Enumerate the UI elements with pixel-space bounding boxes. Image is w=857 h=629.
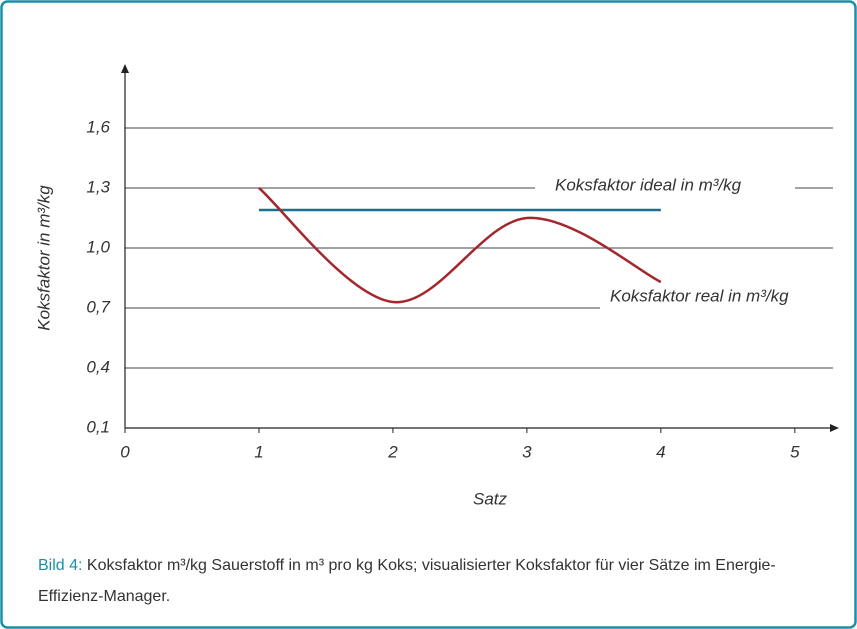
y-tick-label: 0,4 bbox=[86, 357, 110, 376]
x-tick-label: 1 bbox=[254, 442, 263, 461]
caption-text: Koksfaktor m³/kg Sauerstoff in m³ pro kg… bbox=[38, 557, 776, 605]
x-tick-label: 5 bbox=[790, 442, 800, 461]
caption: Bild 4: Koksfaktor m³/kg Sauerstoff in m… bbox=[38, 550, 828, 612]
series-label: Koksfaktor real in m³/kg bbox=[610, 286, 789, 305]
y-tick-label: 1,3 bbox=[86, 177, 110, 196]
y-axis-arrow bbox=[121, 64, 129, 73]
x-tick-label: 0 bbox=[120, 442, 130, 461]
y-tick-label: 0,7 bbox=[86, 297, 110, 316]
y-tick-label: 1,0 bbox=[86, 237, 110, 256]
series-label: Koksfaktor ideal in m³/kg bbox=[555, 175, 742, 194]
x-axis-title: Satz bbox=[473, 489, 508, 508]
label-background bbox=[535, 174, 795, 198]
y-tick-label: 0,1 bbox=[86, 417, 110, 436]
series-line bbox=[258, 187, 662, 304]
y-tick-label: 1,6 bbox=[86, 117, 110, 136]
x-tick-label: 3 bbox=[522, 442, 532, 461]
caption-label: Bild 4: bbox=[38, 557, 83, 574]
y-axis-title: Koksfaktor in m³/kg bbox=[34, 185, 53, 331]
x-tick-label: 4 bbox=[656, 442, 665, 461]
label-background bbox=[600, 285, 835, 309]
x-tick-label: 2 bbox=[387, 442, 398, 461]
x-axis-arrow bbox=[830, 424, 839, 432]
